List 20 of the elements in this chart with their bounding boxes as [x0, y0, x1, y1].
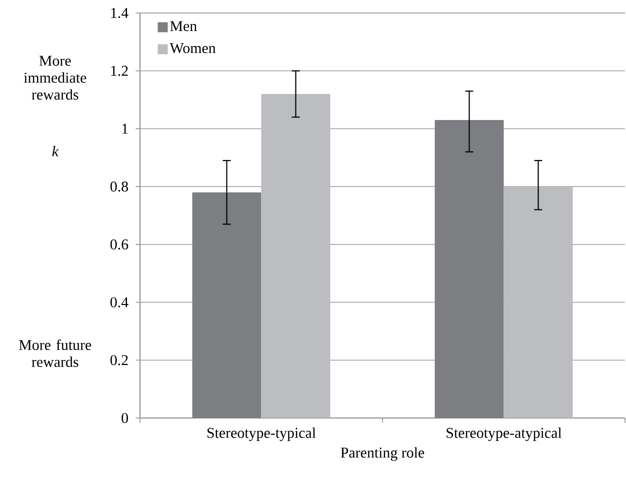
bar [261, 94, 330, 418]
y-tick-label: 0.2 [110, 355, 128, 366]
text: More immediate rewards [24, 56, 86, 100]
y-tick-label: 0.4 [110, 297, 128, 308]
y-tick-label: 1 [122, 124, 128, 134]
x-tick-label: Stereotype-typical [207, 427, 316, 442]
bar [504, 186, 573, 418]
x-axis-title: Parenting role [340, 447, 424, 461]
bar [434, 120, 504, 418]
text: More future rewards [19, 339, 92, 367]
y-tick-label: 1.2 [111, 66, 128, 76]
y-axis-title: k [52, 146, 59, 156]
y-tick-label: 0.8 [110, 181, 128, 192]
legend-label: Women [170, 43, 216, 54]
y-tick-label: 0 [122, 412, 128, 424]
legend-label: Men [170, 21, 197, 32]
bar [192, 192, 262, 418]
x-tick-label: Stereotype-atypical [446, 427, 562, 442]
y-tick-label: 0.6 [110, 239, 128, 250]
y-tick-label: 1.4 [111, 8, 128, 18]
